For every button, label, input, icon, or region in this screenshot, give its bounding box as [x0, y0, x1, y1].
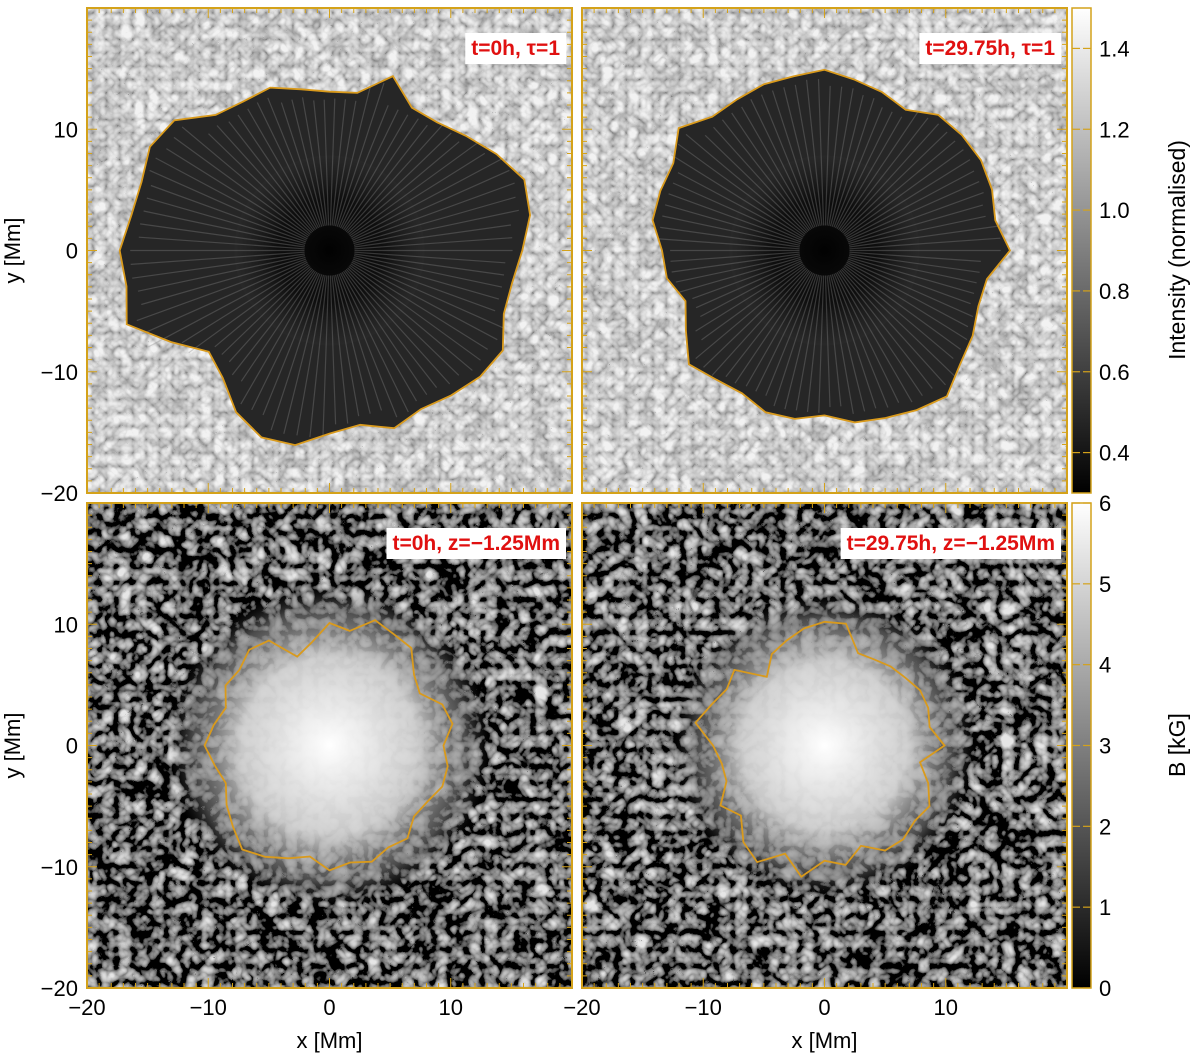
y-tick-label: 10	[54, 612, 78, 637]
field-contour-t0	[203, 619, 454, 872]
x-tick-label: −10	[190, 995, 227, 1020]
x-tick-label: 0	[818, 995, 830, 1020]
umbra-contour-t0	[118, 75, 532, 447]
magnetic-field-map-t2975	[582, 503, 1067, 988]
colorbar-tick-label: 4	[1099, 653, 1111, 678]
x-tick-label: −20	[563, 995, 600, 1020]
panel-label: t=0h, z=−1.25Mm	[393, 532, 561, 555]
x-tick-label: 10	[439, 995, 463, 1020]
field-contour-t2975	[694, 620, 946, 879]
colorbar-tick-label: 0	[1099, 976, 1111, 1001]
umbra-contour-t2975	[651, 68, 1012, 424]
panel-label: t=0h, τ=1	[471, 37, 560, 60]
panel-label-box	[386, 528, 566, 559]
field-colorbar-label: B [kG]	[1164, 713, 1190, 777]
x-tick-label: −10	[685, 995, 722, 1020]
x-tick-label: 0	[323, 995, 335, 1020]
x-tick-label: 10	[934, 995, 958, 1020]
panel-label-box	[840, 528, 1061, 559]
y-tick-label: 0	[66, 239, 78, 264]
colorbar-tick-label: 0.6	[1099, 360, 1130, 385]
colorbar-tick-label: 1.2	[1099, 117, 1130, 142]
y-tick-label: −20	[41, 481, 78, 506]
panel-label: t=29.75h, z=−1.25Mm	[847, 532, 1055, 555]
intensity-colorbar-label: Intensity (normalised)	[1164, 140, 1190, 360]
colorbar-tick-label: 1	[1099, 895, 1111, 920]
magnetic-field-map-t0	[87, 503, 572, 988]
panel-label: t=29.75h, τ=1	[925, 37, 1055, 60]
y-axis-title: y [Mm]	[0, 218, 25, 284]
colorbar-tick-label: 2	[1099, 814, 1111, 839]
colorbar-tick-label: 0.8	[1099, 279, 1130, 304]
intensity-colorbar	[1071, 7, 1092, 494]
x-axis-title: x [Mm]	[297, 1028, 363, 1053]
y-tick-label: −10	[41, 855, 78, 880]
colorbar-tick-label: 1.0	[1099, 198, 1130, 223]
colorbar-tick-label: 0.4	[1099, 441, 1130, 466]
panel-label-box	[465, 33, 567, 64]
colorbar-tick-label: 1.4	[1099, 36, 1130, 61]
x-axis-title: x [Mm]	[792, 1028, 858, 1053]
y-tick-label: 0	[66, 734, 78, 759]
colorbar-tick-label: 6	[1099, 491, 1111, 516]
panel-label-box	[919, 33, 1062, 64]
y-tick-label: −20	[41, 976, 78, 1001]
y-axis-title: y [Mm]	[0, 713, 25, 779]
intensity-map-t2975	[582, 8, 1067, 493]
y-tick-label: −10	[41, 360, 78, 385]
y-tick-label: 10	[54, 117, 78, 142]
colorbar-tick-label: 3	[1099, 734, 1111, 759]
colorbar-tick-label: 5	[1099, 572, 1111, 597]
x-tick-label: −20	[68, 995, 105, 1020]
intensity-map-t0	[87, 8, 572, 493]
